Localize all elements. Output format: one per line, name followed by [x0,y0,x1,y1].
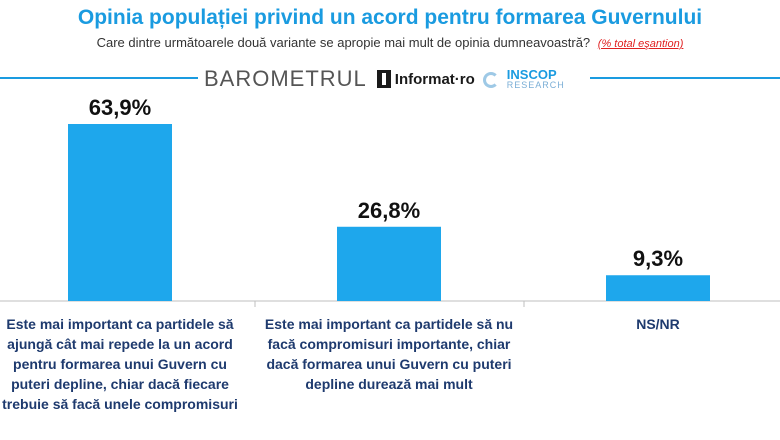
inscop-logo: INSCOP RESEARCH [507,68,565,90]
category-label: Este mai important ca partidele să ajung… [2,316,238,412]
bar [337,226,441,301]
chart-title: Opinia populației privind un acord pentr… [77,6,703,29]
bar [68,124,172,301]
bar-value-label: 63,9% [89,95,151,120]
brand-logos: BAROMETRUL Informat·ro INSCOP RESEARCH [198,66,590,92]
inscop-logo-text: INSCOP [506,67,557,82]
bar-value-label: 9,3% [633,246,683,271]
bar [606,275,710,301]
informat-icon [376,70,391,88]
subtitle-question: Care dintre următoarele două variante se… [96,35,591,50]
category-label: NS/NR [636,316,680,332]
inscop-research-text: RESEARCH [506,80,565,90]
category-label: Este mai important ca partidele să nu fa… [264,316,514,392]
barometrul-logo: BAROMETRUL [204,66,367,91]
chart-subtitle: Care dintre următoarele două variante se… [0,35,780,50]
inscop-icon [482,70,505,88]
bar-value-label: 26,8% [358,198,420,223]
informat-logo: Informat·ro [394,70,475,88]
subtitle-note: (% total eşantion) [597,38,684,50]
